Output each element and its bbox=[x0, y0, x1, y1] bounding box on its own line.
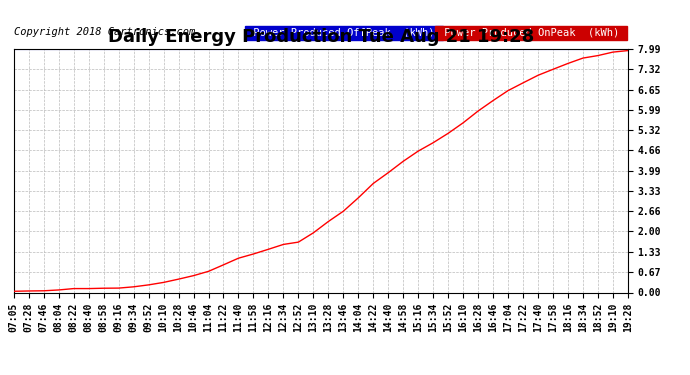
Text: Copyright 2018 Cartronics.com: Copyright 2018 Cartronics.com bbox=[14, 27, 195, 37]
Text: Power Produced OffPeak  (kWh): Power Produced OffPeak (kWh) bbox=[247, 28, 441, 38]
Title: Daily Energy Production Tue Aug 21 19:28: Daily Energy Production Tue Aug 21 19:28 bbox=[108, 28, 534, 46]
Text: Power Produced OnPeak  (kWh): Power Produced OnPeak (kWh) bbox=[437, 28, 625, 38]
